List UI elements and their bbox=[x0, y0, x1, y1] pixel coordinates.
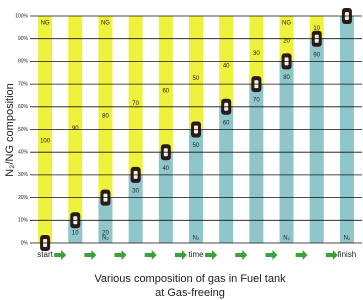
chart: N₂/NG composition Various composition of… bbox=[0, 0, 363, 300]
y-tick-label: 20% bbox=[18, 195, 29, 201]
bar-segment bbox=[189, 16, 203, 130]
x-tick-label: finish bbox=[338, 250, 357, 259]
bar-segment bbox=[68, 16, 82, 220]
arrow bbox=[145, 250, 157, 260]
chart-title: Various composition of gas in Fuel tank bbox=[94, 273, 286, 285]
value-label: 40 bbox=[162, 166, 169, 172]
bar-bottom-label: N₂ bbox=[344, 236, 351, 242]
value-label: 90 bbox=[72, 126, 79, 132]
arrow bbox=[296, 250, 308, 260]
bar-top-label: NG bbox=[282, 21, 291, 27]
value-label: 30 bbox=[132, 188, 139, 194]
y-tick-label: 30% bbox=[18, 172, 29, 178]
y-tick-label: 40% bbox=[18, 150, 29, 156]
arrow bbox=[115, 250, 127, 260]
value-label: 50 bbox=[193, 143, 200, 149]
y-tick-label: 70% bbox=[18, 81, 29, 87]
y-tick-label: 50% bbox=[18, 127, 29, 133]
arrow bbox=[265, 250, 277, 260]
value-label: 50 bbox=[193, 76, 200, 82]
y-tick-label: 100% bbox=[15, 13, 28, 19]
y-axis-label: N₂/NG composition bbox=[4, 83, 16, 177]
arrow bbox=[205, 250, 217, 260]
bar-top-label: NG bbox=[41, 21, 50, 27]
bar-segment bbox=[129, 175, 143, 243]
y-tick-label: 80% bbox=[18, 59, 29, 65]
bar-segment bbox=[129, 16, 143, 175]
value-label: 40 bbox=[223, 64, 230, 70]
value-label: 100 bbox=[40, 138, 51, 144]
value-label: 60 bbox=[162, 88, 169, 94]
bar-top-label: NG bbox=[101, 21, 110, 27]
y-tick-label: 60% bbox=[18, 104, 29, 110]
value-label: 30 bbox=[253, 51, 260, 57]
bar-bottom-label: N₂ bbox=[102, 236, 109, 242]
bar-bottom-label: N₂ bbox=[193, 236, 200, 242]
value-label: 80 bbox=[102, 113, 109, 119]
value-label: 80 bbox=[283, 75, 290, 81]
bar-segment bbox=[310, 39, 324, 243]
value-label: 10 bbox=[72, 231, 79, 237]
arrow bbox=[326, 250, 338, 260]
value-label: 90 bbox=[313, 52, 320, 58]
y-tick-label: 0% bbox=[21, 240, 29, 246]
arrow bbox=[84, 250, 96, 260]
value-label: 70 bbox=[253, 98, 260, 104]
x-tick-label: start bbox=[37, 250, 53, 259]
value-label: 60 bbox=[223, 120, 230, 126]
arrow bbox=[235, 250, 247, 260]
chart-title: at Gas-freeing bbox=[155, 287, 225, 299]
value-label: 70 bbox=[132, 101, 139, 107]
x-tick-label: time bbox=[188, 250, 204, 259]
y-tick-label: 90% bbox=[18, 36, 29, 42]
bar-segment bbox=[249, 84, 263, 243]
bar-bottom-label: N₂ bbox=[283, 236, 290, 242]
value-label: 20 bbox=[283, 39, 290, 45]
arrow bbox=[54, 250, 66, 260]
y-tick-label: 10% bbox=[18, 218, 29, 224]
arrow bbox=[175, 250, 187, 260]
